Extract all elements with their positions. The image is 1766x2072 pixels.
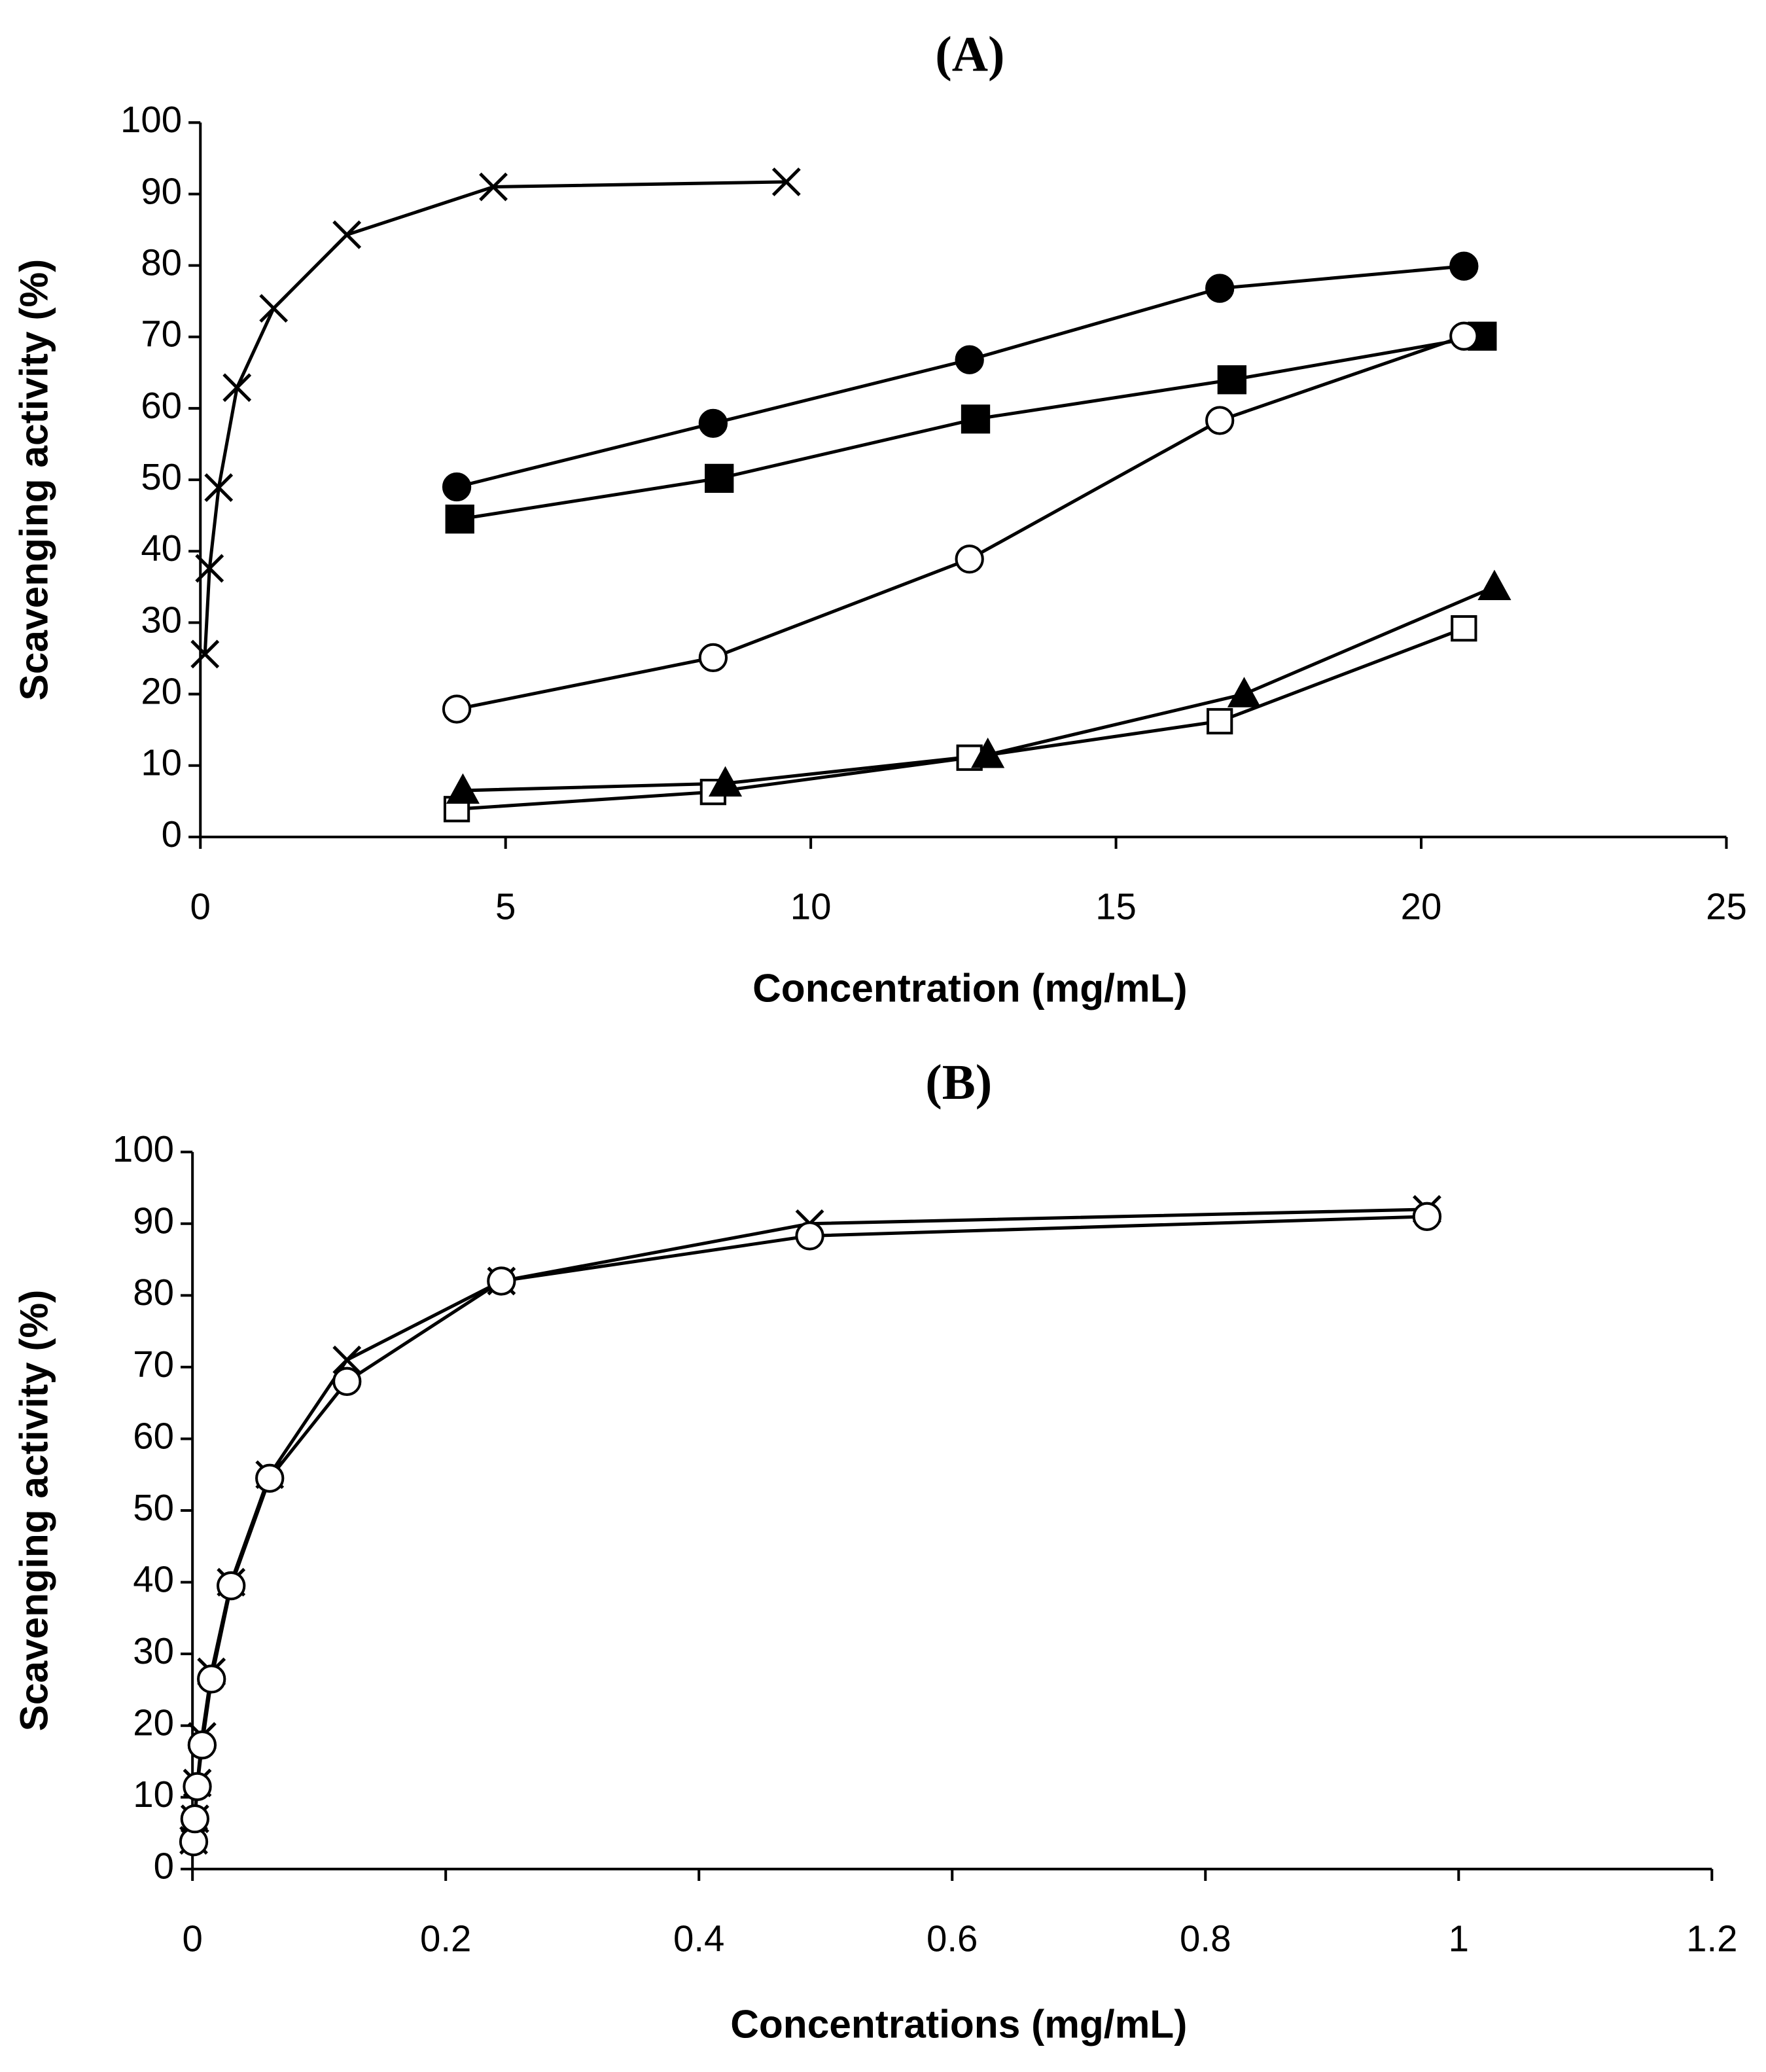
marker [1449,321,1479,351]
x-axis-label: Concentrations (mg/mL) [730,2001,1187,2046]
marker [332,1366,362,1396]
marker [1207,707,1233,735]
marker [1205,274,1235,303]
y-tick-label: 10 [141,742,182,783]
marker [708,766,743,797]
x-tick-label: 25 [1706,886,1747,927]
x-tick-label: 1 [1449,1918,1469,1959]
x-tick-label: 10 [790,886,832,927]
marker [180,1804,209,1834]
x-tick-label: 5 [495,886,516,927]
marker [442,694,472,724]
y-tick-label: 20 [133,1702,174,1743]
marker [222,373,252,402]
y-tick-label: 90 [141,170,182,211]
marker [955,345,984,374]
x-tick-label: 0.6 [927,1918,978,1959]
marker [698,643,728,673]
marker [1477,569,1511,600]
marker [445,504,474,534]
marker [487,1266,516,1296]
marker [332,220,362,249]
marker [705,463,734,493]
y-tick-label: 70 [141,313,182,355]
x-tick-label: 1.2 [1686,1918,1737,1959]
marker [332,1346,362,1374]
series-line [203,180,786,654]
y-tick-label: 0 [162,813,182,855]
y-tick-label: 10 [133,1774,174,1815]
marker [479,172,508,202]
y-tick-label: 60 [141,385,182,426]
marker [259,294,289,323]
x-tick-label: 0 [182,1918,202,1959]
y-tick-label: 30 [141,599,182,640]
marker [197,1664,226,1694]
y-axis-label: Scavenging activity (%) [11,259,56,701]
x-tick-label: 15 [1095,886,1137,927]
marker [1451,615,1477,642]
marker [190,639,220,669]
y-tick-label: 40 [133,1558,174,1599]
marker [1227,677,1262,707]
y-tick-label: 20 [141,670,182,711]
marker [955,545,984,574]
y-tick-label: 0 [154,1846,174,1887]
marker [187,1730,217,1760]
y-tick-label: 60 [133,1415,174,1456]
x-tick-label: 0.8 [1180,1918,1231,1959]
marker [771,167,801,196]
marker [1412,1202,1442,1231]
y-tick-label: 70 [133,1344,174,1385]
marker [183,1772,212,1802]
chart-title: (B) [925,1054,992,1110]
y-tick-label: 90 [133,1200,174,1241]
y-tick-label: 50 [133,1487,174,1528]
marker [255,1463,285,1493]
x-axis-label: Concentration (mg/mL) [752,965,1187,1010]
y-axis-label: Scavenging activity (%) [11,1290,56,1732]
series-line [456,334,1465,711]
x-tick-label: 0 [190,886,211,927]
x-tick-label: 0.2 [420,1918,471,1959]
marker [1217,365,1246,395]
y-tick-label: 40 [141,527,182,569]
series-line [456,264,1464,489]
y-tick-label: 100 [113,1128,174,1170]
y-tick-label: 30 [133,1630,174,1671]
y-tick-label: 80 [133,1272,174,1313]
series-line [456,626,1465,811]
y-tick-label: 100 [120,99,182,140]
marker [961,404,991,434]
marker [195,554,224,583]
marker [204,473,234,503]
marker [971,738,1005,768]
y-tick-label: 80 [141,242,182,283]
marker [442,472,472,502]
marker [217,1571,246,1601]
marker [698,408,728,438]
marker [1449,251,1479,281]
series-line [192,1215,1427,1842]
x-tick-label: 20 [1401,886,1442,927]
marker [795,1221,824,1251]
series-line [192,1207,1427,1841]
marker [446,773,480,804]
chart-title: (A) [935,26,1004,82]
y-tick-label: 50 [141,456,182,497]
x-tick-label: 0.4 [673,1918,724,1959]
marker [1205,406,1235,435]
